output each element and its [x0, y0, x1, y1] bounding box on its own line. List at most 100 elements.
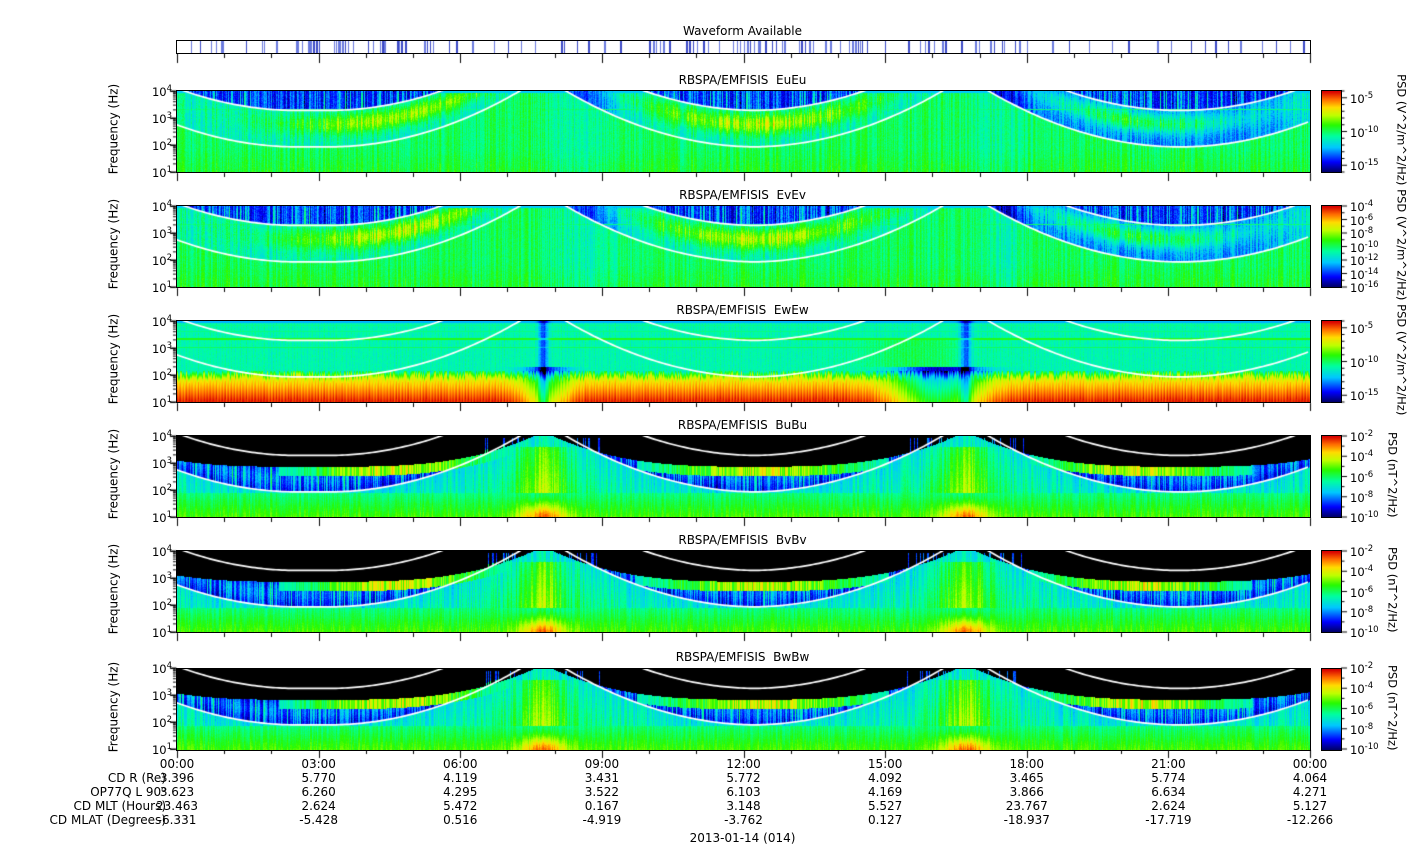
- colorbar-unit-label: PSD (nT^2/Hz): [1385, 664, 1400, 751]
- freq-tick-label: 104: [151, 661, 172, 676]
- colorbar-tick-label: 10-5: [1350, 90, 1374, 106]
- ephemeris-value: -4.919: [582, 813, 622, 827]
- ephemeris-value: 5.527: [867, 799, 903, 813]
- colorbar-tick-label: 10-16: [1350, 280, 1379, 295]
- freq-axis-label: Frequency (Hz): [106, 661, 121, 753]
- freq-tick-label: 102: [151, 483, 172, 498]
- waveform-availability-bar: [176, 40, 1311, 54]
- freq-axis-label: Frequency (Hz): [106, 198, 121, 290]
- freq-tick-label: 102: [151, 253, 172, 268]
- time-tick-label: 03:00: [301, 757, 336, 771]
- ephemeris-value: -6.331: [157, 813, 197, 827]
- time-tick-label: 15:00: [867, 757, 903, 771]
- freq-tick-label: 103: [151, 571, 172, 586]
- freq-tick-label: 102: [151, 138, 172, 153]
- colorbar-tick-label: 10-10: [1350, 124, 1379, 140]
- freq-tick-label: 104: [151, 199, 172, 214]
- freq-tick-label: 103: [151, 341, 172, 356]
- spectrogram-panel-euEu: [176, 90, 1311, 173]
- freq-tick-label: 104: [151, 84, 172, 99]
- colorbar-bwBw: [1321, 668, 1342, 751]
- time-tick-label: 00:00: [159, 757, 195, 771]
- time-tick-label: 06:00: [442, 757, 478, 771]
- ephemeris-value: 4.119: [443, 771, 478, 785]
- ephemeris-value: 23.463: [156, 799, 198, 813]
- ephemeris-value: 5.127: [1292, 799, 1328, 813]
- colorbar-ewEw: [1321, 320, 1342, 403]
- freq-tick-label: 103: [151, 111, 172, 126]
- colorbar-tick-label: 10-2: [1350, 661, 1374, 676]
- ephemeris-value: 3.522: [584, 785, 620, 799]
- ephemeris-value: 3.465: [1009, 771, 1044, 785]
- spectrogram-panel-ewEw: [176, 320, 1311, 403]
- freq-tick-label: 103: [151, 226, 172, 241]
- ephemeris-value: -3.762: [724, 813, 763, 827]
- panel-title-euEu: RBSPA/EMFISIS EuEu: [678, 73, 807, 87]
- colorbar-tick-label: 10-10: [1350, 625, 1379, 640]
- colorbar-tick-label: 10-4: [1350, 449, 1374, 465]
- colorbar-tick-label: 10-10: [1350, 742, 1379, 757]
- spectrogram-panel-bwBw: [176, 668, 1311, 751]
- colorbar-tick-label: 10-10: [1350, 354, 1379, 370]
- freq-tick-label: 102: [151, 368, 172, 383]
- ephemeris-value: 4.092: [867, 771, 903, 785]
- time-tick-label: 12:00: [726, 757, 761, 771]
- ephemeris-value: 5.770: [301, 771, 336, 785]
- ephemeris-value: 3.396: [159, 771, 195, 785]
- colorbar-tick-label: 10-6: [1350, 584, 1374, 600]
- time-tick-label: 21:00: [1151, 757, 1186, 771]
- waveform-available-title: Waveform Available: [682, 24, 803, 38]
- ephemeris-value: 0.167: [584, 799, 620, 813]
- colorbar-unit-label: PSD (nT^2/Hz): [1385, 546, 1400, 633]
- panel-title-ewEw: RBSPA/EMFISIS EwEw: [676, 303, 809, 317]
- ephemeris-row-label-l: OP77Q L 90⁰: [90, 785, 166, 799]
- colorbar-unit-label: PSD (V^2/m^2/Hz): [1394, 189, 1408, 301]
- ephemeris-value: 3.623: [159, 785, 195, 799]
- ephemeris-value: 5.472: [443, 799, 478, 813]
- colorbar-euEu: [1321, 90, 1342, 173]
- freq-tick-label: 101: [151, 625, 172, 640]
- freq-tick-label: 104: [151, 544, 172, 559]
- ephemeris-value: 0.516: [443, 813, 478, 827]
- colorbar-tick-label: 10-8: [1350, 489, 1374, 505]
- date-label: 2013-01-14 (014): [689, 831, 796, 845]
- ephemeris-value: 2.624: [301, 799, 336, 813]
- colorbar-tick-label: 10-8: [1350, 604, 1374, 620]
- colorbar-tick-label: 10-2: [1350, 429, 1374, 444]
- colorbar-tick-label: 10-4: [1350, 564, 1374, 580]
- ephemeris-value: -18.937: [1003, 813, 1050, 827]
- colorbar-tick-label: 10-8: [1350, 721, 1374, 737]
- freq-tick-label: 101: [151, 742, 172, 757]
- colorbar-tick-label: 10-14: [1350, 266, 1379, 282]
- colorbar-tick-label: 10-15: [1350, 158, 1379, 174]
- freq-axis-label: Frequency (Hz): [106, 83, 121, 175]
- ephemeris-value: 4.064: [1292, 771, 1328, 785]
- ephemeris-value: 23.767: [1005, 799, 1048, 813]
- freq-axis-label: Frequency (Hz): [106, 428, 121, 520]
- ephemeris-value: 3.148: [726, 799, 761, 813]
- ephemeris-value: 4.295: [443, 785, 478, 799]
- ephemeris-value: 6.103: [726, 785, 761, 799]
- freq-tick-label: 102: [151, 715, 172, 730]
- colorbar-canvas: [1322, 436, 1341, 517]
- waveform-marks-canvas: [177, 41, 1310, 53]
- colorbar-tick-label: 10-6: [1350, 212, 1374, 228]
- ephemeris-value: 2.624: [1151, 799, 1186, 813]
- ephemeris-value: -5.428: [299, 813, 338, 827]
- spectrogram-canvas: [177, 669, 1310, 750]
- ephemeris-value: 6.634: [1151, 785, 1186, 799]
- freq-tick-label: 101: [151, 165, 172, 180]
- spectrogram-canvas: [177, 551, 1310, 632]
- colorbar-tick-label: 10-10: [1350, 239, 1379, 255]
- colorbar-canvas: [1322, 551, 1341, 632]
- panel-title-buBu: RBSPA/EMFISIS BuBu: [677, 418, 808, 432]
- colorbar-tick-label: 10-4: [1350, 199, 1374, 214]
- colorbar-evEv: [1321, 205, 1342, 288]
- freq-tick-label: 103: [151, 456, 172, 471]
- panel-title-bwBw: RBSPA/EMFISIS BwBw: [675, 650, 810, 664]
- freq-tick-label: 101: [151, 280, 172, 295]
- colorbar-tick-label: 10-4: [1350, 681, 1374, 697]
- colorbar-tick-label: 10-8: [1350, 226, 1374, 241]
- colorbar-tick-label: 10-2: [1350, 544, 1374, 559]
